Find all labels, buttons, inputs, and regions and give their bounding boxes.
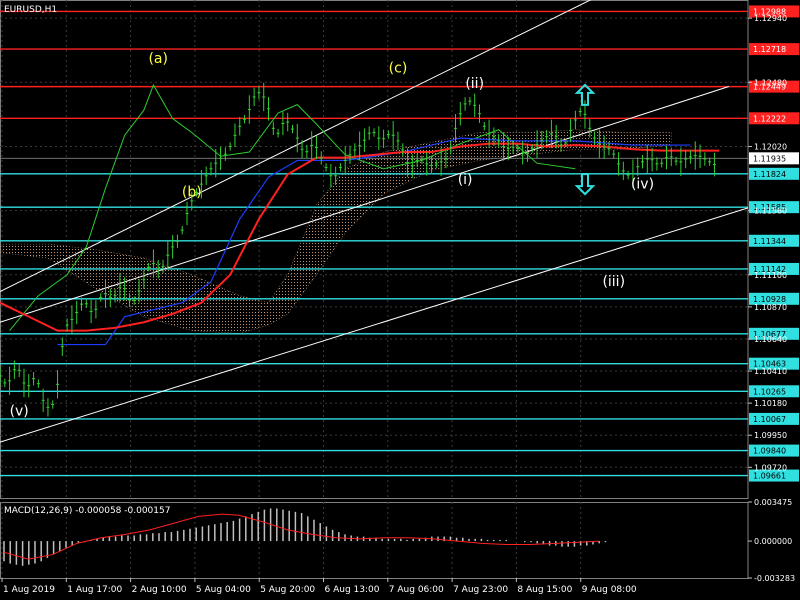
support-level-label: 1.10677 xyxy=(753,330,786,339)
price-axis: 1.12940 1.12480 1.12020 1.11560 1.11100 1.108… xyxy=(748,14,787,472)
current-price-tag xyxy=(749,152,799,165)
macd-tick-label: -0.003283 xyxy=(754,574,795,583)
support-level-label: 1.10463 xyxy=(753,360,786,369)
time-tick-label: 8 Aug 15:00 xyxy=(517,585,572,595)
price-tick-label: 1.10870 xyxy=(754,303,787,312)
price-tick-label: 1.12020 xyxy=(754,142,787,151)
support-level-label: 1.10928 xyxy=(753,295,786,304)
support-level-tag xyxy=(749,357,799,370)
resistance-level-tag xyxy=(749,5,799,18)
price-series xyxy=(0,82,716,417)
support-level-tag xyxy=(749,469,799,482)
resistance-level-label: 1.12222 xyxy=(753,114,786,123)
time-tick-label: 9 Aug 08:00 xyxy=(582,585,637,595)
price-tick-label: 1.11560 xyxy=(754,207,787,216)
wave-label[interactable]: (c) xyxy=(389,61,408,77)
macd-panel-frame xyxy=(0,502,749,579)
time-tick-label: 7 Aug 06:00 xyxy=(389,585,444,595)
wave-label[interactable]: (a) xyxy=(148,51,168,67)
macd-tick-label: 0.000000 xyxy=(754,537,792,546)
chart-title: EURUSD,H1 xyxy=(4,5,57,15)
support-level-label: 1.11585 xyxy=(753,203,786,212)
price-panel-frame xyxy=(0,0,749,499)
support-level-label: 1.10265 xyxy=(753,387,786,396)
support-level-tag xyxy=(749,234,799,247)
support-level-tag xyxy=(749,444,799,457)
price-grid xyxy=(0,0,749,499)
wave-label[interactable]: (v) xyxy=(10,404,29,420)
resistance-level-tag xyxy=(749,80,799,93)
arrow-down-icon[interactable] xyxy=(574,173,596,196)
time-tick-label: 5 Aug 04:00 xyxy=(196,585,251,595)
arrow-up-icon[interactable] xyxy=(574,83,596,106)
support-level-label: 1.10067 xyxy=(753,415,786,424)
time-tick-label: 1 Aug 17:00 xyxy=(67,585,122,595)
price-tick-label: 1.10410 xyxy=(754,367,787,376)
price-tick-label: 1.12940 xyxy=(754,14,787,23)
channel-line[interactable] xyxy=(0,207,749,443)
wave-label[interactable]: (ii) xyxy=(465,76,484,92)
support-level-label: 1.11824 xyxy=(753,170,786,179)
macd-grid xyxy=(0,502,749,579)
support-level-label: 1.11142 xyxy=(753,265,786,274)
current-price-label: 1.11935 xyxy=(753,154,786,163)
support-resistance-levels[interactable]: 1.12988 1.12718 1.12449 1.12222 1.11824 1.115… xyxy=(0,5,799,482)
time-tick-label: 7 Aug 23:00 xyxy=(453,585,508,595)
channel-line[interactable] xyxy=(0,0,619,292)
resistance-level-label: 1.12718 xyxy=(753,45,786,54)
price-tick-label: 1.09720 xyxy=(754,463,787,472)
price-tick-label: 1.12480 xyxy=(754,78,787,87)
price-tick-label: 1.09950 xyxy=(754,431,787,440)
resistance-level-tag xyxy=(749,43,799,56)
trend-channel[interactable] xyxy=(0,0,749,443)
channel-line[interactable] xyxy=(0,86,729,323)
resistance-level-label: 1.12988 xyxy=(753,7,786,16)
macd-tick-label: 0.003475 xyxy=(754,498,792,507)
wave-label[interactable]: (iii) xyxy=(602,274,625,290)
macd-panel: 0.003475 0.000000 -0.003283 xyxy=(3,498,795,583)
price-tick-label: 1.10640 xyxy=(754,335,787,344)
wave-annotations[interactable]: (a) (b) (c) (ii) (i) (iv) (iii) (v) xyxy=(10,51,654,420)
time-axis: 1 Aug 2019 1 Aug 17:00 2 Aug 10:00 5 Aug 04… xyxy=(1,578,637,595)
support-level-tag xyxy=(749,292,799,305)
macd-label: MACD(12,26,9) -0.000058 -0.000157 xyxy=(4,506,170,516)
time-tick-label: 6 Aug 13:00 xyxy=(325,585,380,595)
support-level-label: 1.09840 xyxy=(753,447,786,456)
support-level-tag xyxy=(749,385,799,398)
support-level-tag xyxy=(749,327,799,340)
support-level-tag xyxy=(749,412,799,425)
resistance-level-label: 1.12449 xyxy=(753,83,786,92)
time-tick-label: 1 Aug 2019 xyxy=(3,585,55,595)
support-level-tag xyxy=(749,262,799,275)
wave-label[interactable]: (i) xyxy=(458,172,473,188)
time-tick-label: 5 Aug 20:00 xyxy=(260,585,315,595)
support-level-tag xyxy=(749,201,799,214)
support-level-tag xyxy=(749,167,799,180)
time-tick-label: 2 Aug 10:00 xyxy=(132,585,187,595)
support-level-label: 1.09661 xyxy=(753,472,786,481)
resistance-level-tag xyxy=(749,112,799,125)
support-level-label: 1.11344 xyxy=(753,237,786,246)
macd-signal-line xyxy=(3,513,600,560)
price-tick-label: 1.10180 xyxy=(754,399,787,408)
wave-label[interactable]: (b) xyxy=(182,185,202,201)
wave-label[interactable]: (iv) xyxy=(631,176,654,192)
price-tick-label: 1.11100 xyxy=(754,271,787,280)
